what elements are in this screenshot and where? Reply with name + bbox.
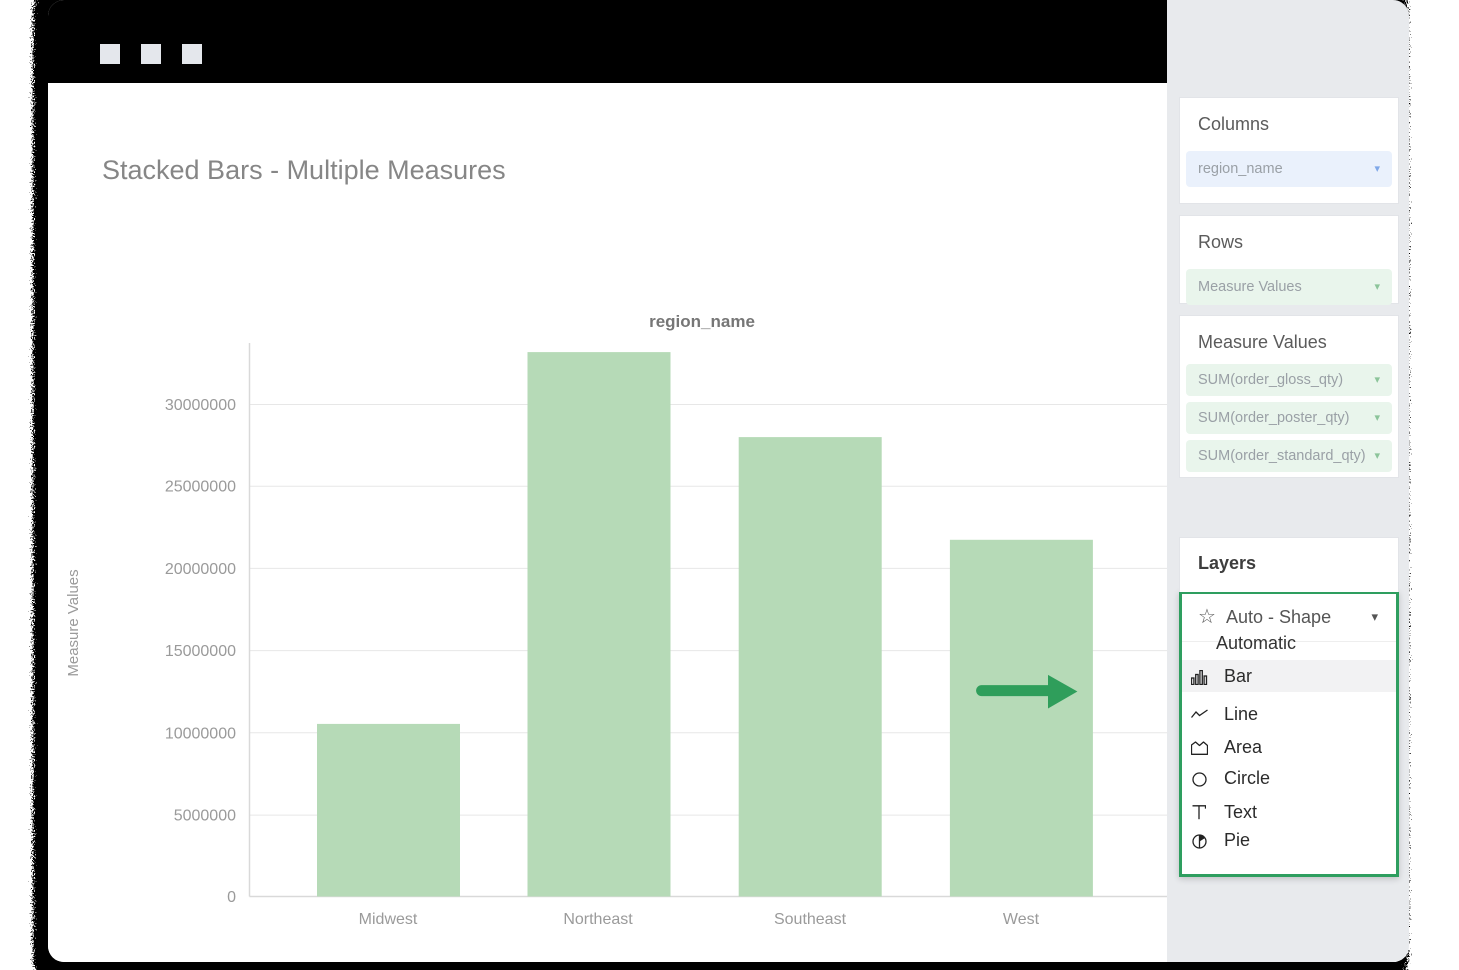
svg-text:20000000: 20000000	[165, 561, 236, 578]
svg-text:15000000: 15000000	[165, 643, 236, 660]
svg-text:0: 0	[227, 889, 236, 906]
svg-text:5000000: 5000000	[174, 808, 236, 825]
svg-text:Southeast: Southeast	[774, 911, 847, 928]
svg-text:West: West	[1003, 911, 1040, 928]
svg-text:25000000: 25000000	[165, 479, 236, 496]
svg-text:Measure Values: Measure Values	[65, 569, 82, 676]
svg-text:region_name: region_name	[649, 312, 755, 331]
svg-text:10000000: 10000000	[165, 725, 236, 742]
svg-text:Northeast: Northeast	[563, 911, 633, 928]
svg-text:Midwest: Midwest	[359, 911, 418, 928]
svg-text:30000000: 30000000	[165, 397, 236, 414]
